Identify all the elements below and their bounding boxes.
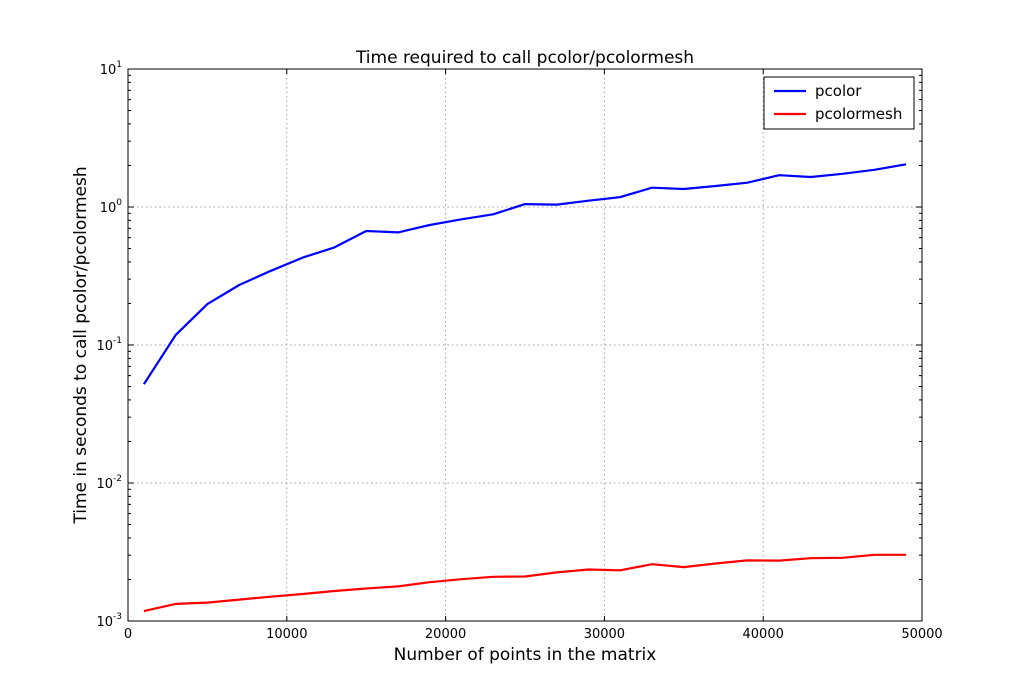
x-tick-label: 10000 (266, 627, 307, 642)
x-tick-label: 30000 (584, 627, 625, 642)
x-tick-label: 40000 (743, 627, 784, 642)
legend-label-pcolor: pcolor (815, 82, 862, 100)
y-tick-label: 101 (100, 60, 122, 78)
y-tick-exponent: -1 (113, 336, 122, 346)
series-line-pcolor (142, 163, 907, 385)
x-tick-label: 0 (124, 627, 132, 642)
legend: pcolor pcolormesh (763, 76, 915, 130)
y-axis-title: Time in seconds to call pcolor/pcolormes… (71, 166, 91, 524)
legend-label-pcolormesh: pcolormesh (815, 105, 902, 123)
x-tick-label: 50000 (901, 627, 942, 642)
ticks: 0 10000 20000 30000 40000 5000010-310-210-110… (96, 60, 942, 642)
y-tick-label: 10-2 (96, 474, 122, 492)
y-tick-label: 10-3 (96, 612, 122, 630)
chart-title: Time required to call pcolor/pcolormesh (355, 48, 694, 68)
legend-box (763, 76, 915, 130)
y-tick-label: 100 (100, 198, 123, 216)
y-tick-exponent: 0 (116, 198, 122, 208)
x-tick-label: 20000 (425, 627, 466, 642)
y-tick-base: 10 (96, 615, 113, 630)
y-tick-base: 10 (96, 339, 113, 354)
y-tick-exponent: 1 (116, 60, 122, 70)
grid (128, 69, 922, 621)
y-tick-base: 10 (100, 201, 117, 216)
x-axis-title: Number of points in the matrix (394, 645, 657, 665)
y-tick-label: 10-1 (96, 336, 122, 354)
y-tick-base: 10 (100, 63, 117, 78)
y-tick-base: 10 (96, 477, 113, 492)
y-tick-exponent: -3 (113, 612, 122, 622)
y-tick-exponent: -2 (113, 474, 122, 484)
plot-lines (142, 163, 907, 613)
series-line-pcolormesh (143, 553, 907, 613)
